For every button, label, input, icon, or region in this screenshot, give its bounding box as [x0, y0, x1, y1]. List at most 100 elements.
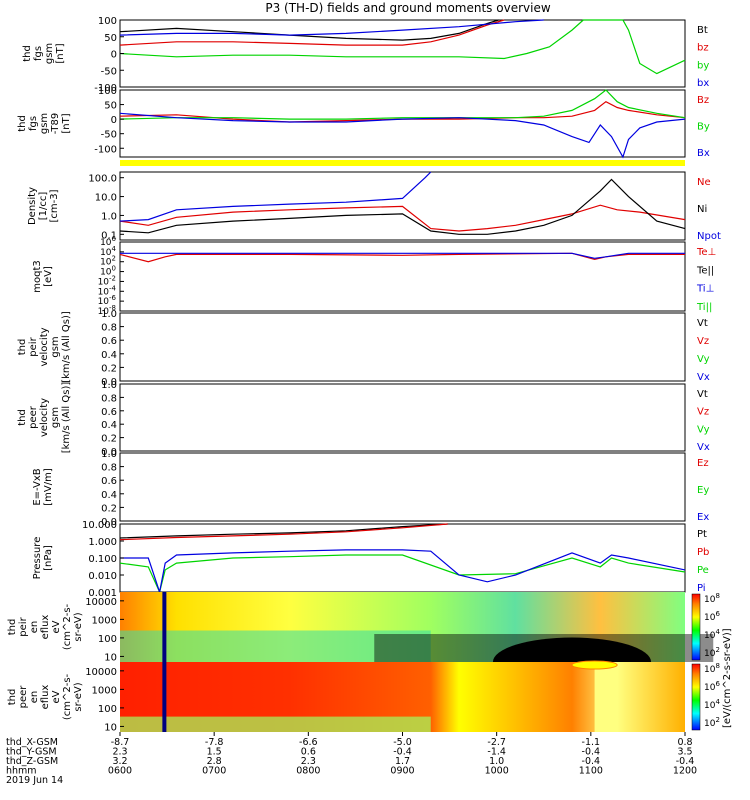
colorbar: [691, 663, 701, 731]
y-axis-label: thd: [17, 115, 28, 132]
legend-Te⊥: Te⊥: [696, 247, 716, 258]
spectrogram-cap: [571, 660, 618, 670]
y-axis-label: [nPa]: [43, 545, 54, 571]
y-tick-label: -100: [94, 144, 117, 155]
series-Bt: [119, 19, 499, 41]
y-tick-label: 0.8: [101, 393, 117, 404]
x-tick-label: -0.4: [582, 747, 601, 758]
x-tick-label: 3.2: [112, 756, 127, 767]
y-axis-label: en: [29, 691, 40, 704]
x-tick-label: 0600: [108, 766, 132, 777]
panel-frame: [119, 89, 686, 158]
legend-Ni: Ni: [697, 204, 707, 215]
y-tick-label: 0: [111, 50, 117, 61]
y-axis-label: [nT]: [55, 43, 66, 63]
x-tick-label: -5.0: [393, 737, 412, 748]
y-axis-label: -T89: [50, 113, 61, 135]
y-tick-label: -100: [94, 83, 117, 94]
colorbar: [691, 593, 701, 661]
legend-Pe: Pe: [697, 565, 709, 576]
y-axis-label: [mV/m]: [43, 468, 54, 506]
orbit-bar: [120, 160, 685, 166]
x-tick-label: -8.7: [111, 737, 130, 748]
y-tick-label: 100.0: [88, 174, 117, 185]
y-axis-label: velocity: [39, 398, 50, 437]
panel-frame: [119, 383, 686, 452]
x-axis-date: 2019 Jun 14: [6, 775, 63, 786]
x-tick-label: 1.5: [207, 747, 222, 758]
colorbar-tick-label: 108: [704, 662, 720, 675]
y-tick-label: 0.6: [101, 407, 117, 418]
y-tick-label: 0.100: [88, 554, 117, 565]
y-tick-label: -50: [101, 66, 117, 77]
legend-Npot: Npot: [697, 231, 721, 242]
legend-By: By: [697, 122, 710, 133]
y-axis-label: gsm: [50, 336, 61, 357]
y-axis-label: velocity: [39, 327, 50, 366]
series-Bz: [119, 100, 686, 123]
y-axis-label: moqt3: [32, 260, 43, 293]
colorbar-tick-label: 104: [704, 698, 720, 711]
legend-Vx: Vx: [697, 372, 710, 383]
y-axis-label: (cm^2-s-: [62, 603, 73, 650]
plot-title: P3 (TH-D) fields and ground moments over…: [265, 1, 550, 15]
y-tick-label: 0.4: [101, 420, 117, 431]
panel-peir_velocity: 1.0 0.8 0.6 0.4 0.2 0.0 thd peir velocity gsm [km/…: [17, 309, 710, 388]
y-axis-label: eflux: [40, 615, 51, 640]
y-tick-label: 1000: [92, 615, 117, 626]
y-axis-label: [1/cc]: [38, 192, 49, 221]
y-axis-label: gsm: [44, 43, 55, 64]
x-tick-label: 1.0: [489, 756, 504, 767]
x-tick-label: 0700: [202, 766, 226, 777]
y-axis-label: thd: [17, 409, 28, 426]
x-tick-label: 2.8: [207, 756, 222, 767]
y-axis-label: gsm: [50, 407, 61, 428]
y-tick-label: 0.8: [101, 323, 117, 334]
legend-Pb: Pb: [697, 547, 709, 558]
panel-peer_velocity: 1.0 0.8 0.6 0.4 0.2 0.0 thd peer velocity gsm [km/…: [17, 380, 710, 458]
x-row-label: thd_Z-GSM: [6, 756, 58, 767]
y-axis-label: [km/s (All Qs)]: [61, 311, 72, 383]
legend-Ti⊥: Ti⊥: [696, 284, 714, 295]
x-tick-label: -0.4: [676, 756, 695, 767]
legend-Bt: Bt: [697, 25, 708, 36]
y-tick-label: 100: [98, 634, 117, 645]
y-axis-label: thd: [7, 689, 18, 706]
legend-Vz: Vz: [697, 407, 709, 418]
y-tick-label: 100: [98, 86, 117, 97]
panel-frame: [119, 241, 686, 312]
y-axis-label: peir: [28, 336, 39, 356]
y-tick-label: 0.2: [101, 434, 117, 445]
y-tick-label: 50: [104, 101, 117, 112]
legend-by: by: [697, 60, 709, 71]
series-by: [119, 19, 686, 75]
series-Ne: [119, 204, 686, 232]
y-axis-label: E=-VxB: [32, 468, 43, 505]
x-tick-label: -1.4: [487, 747, 506, 758]
series-Ni: [119, 178, 686, 235]
y-tick-label: 0.2: [101, 363, 117, 374]
x-tick-label: -6.6: [299, 737, 318, 748]
y-tick-label: 0.2: [101, 503, 117, 514]
panel-fgs_detrended: 100 50 0 -50 -100 thd fgs gsm -T89 [nT] Bz By Bx: [17, 86, 710, 166]
series-Ti⊥: [120, 252, 685, 259]
y-tick-label: 50: [104, 33, 117, 44]
y-tick-label: 0.001: [88, 588, 117, 599]
y-tick-label: 0.010: [88, 571, 117, 582]
legend-Ez: Ez: [697, 458, 709, 469]
y-tick-label: 0.4: [101, 490, 117, 501]
panel-peer_eflux: 108 106 104 102 [eV/(cm^2-s-sr-eV)] 10000 1000…: [7, 628, 733, 733]
y-tick-label: 10000: [85, 667, 117, 678]
y-tick-label: 0.6: [101, 476, 117, 487]
y-tick-label: 1000: [92, 685, 117, 696]
y-tick-label: 0: [111, 115, 117, 126]
series-Pt: [119, 523, 448, 539]
legend-Ex: Ex: [697, 512, 709, 523]
y-axis-label: peer: [28, 405, 39, 429]
x-tick-label: -0.4: [393, 747, 412, 758]
series-Pe: [119, 554, 686, 594]
colorbar-label: [eV/(cm^2-s-sr-eV)]: [722, 628, 733, 728]
colorbar-tick-label: 108: [704, 592, 720, 605]
x-tick-label: 0.6: [301, 747, 316, 758]
